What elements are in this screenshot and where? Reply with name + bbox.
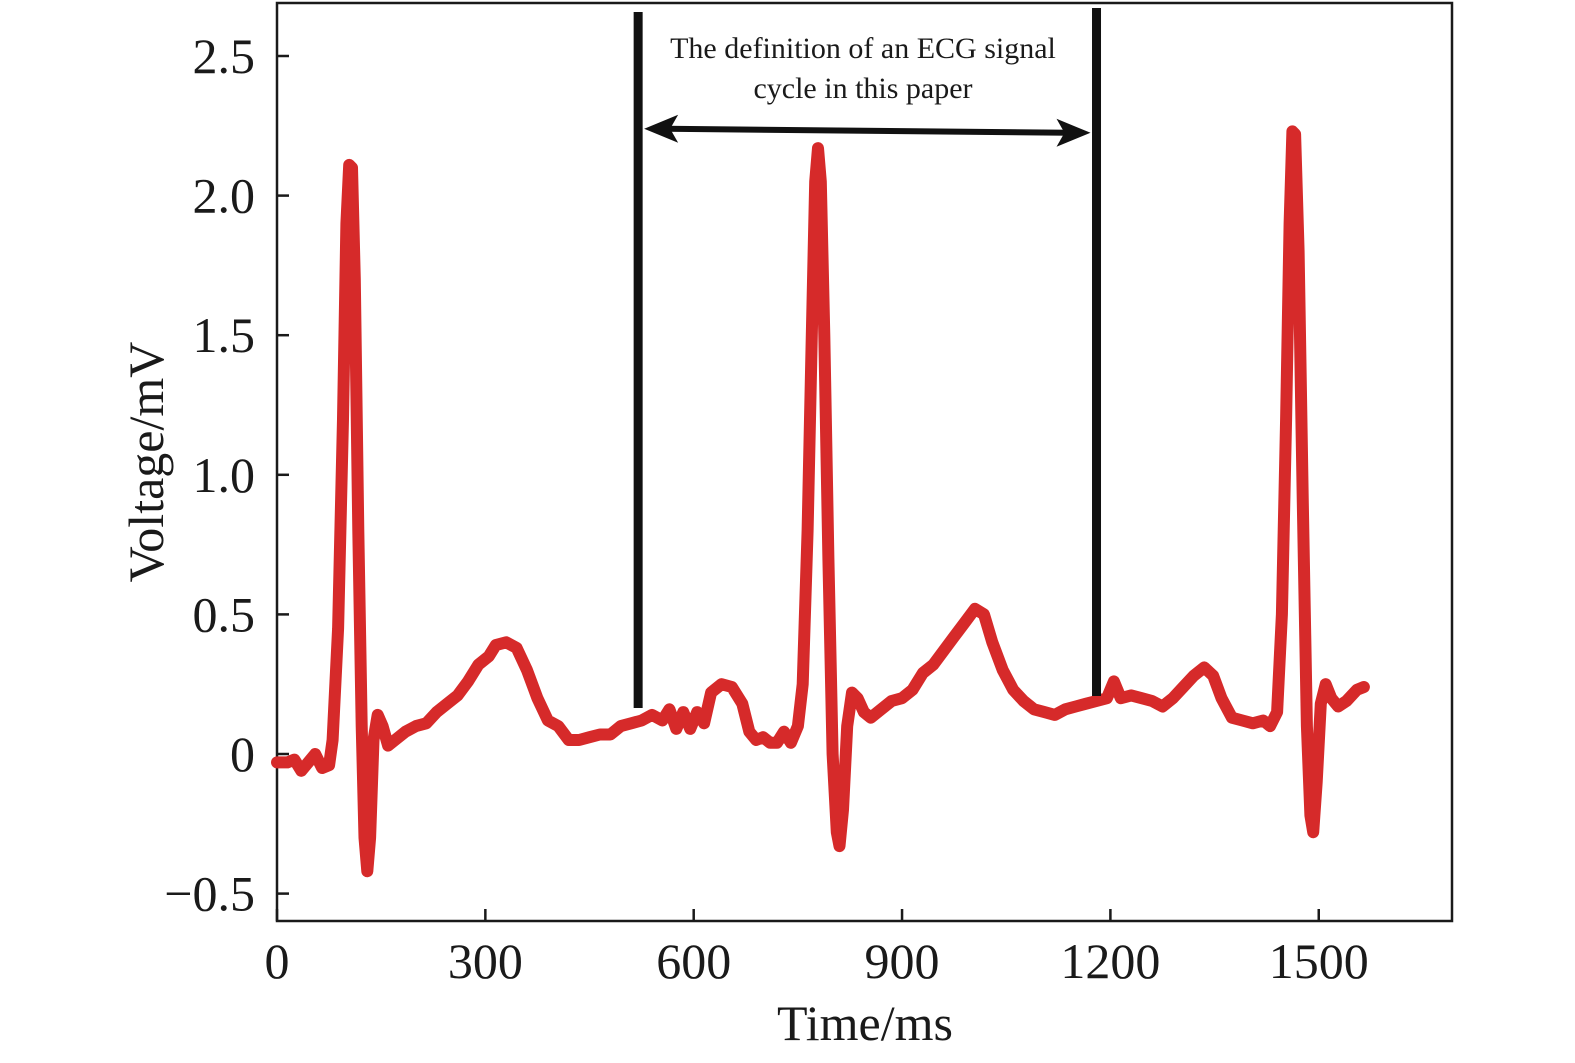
y-ticks: −0.5 0 0.5 1.0 1.5 2.0 2.5 — [164, 28, 289, 922]
x-axis-title: Time/ms — [777, 995, 953, 1051]
x-tick-label: 600 — [656, 933, 731, 989]
y-tick-label: 0.5 — [193, 586, 256, 642]
y-tick-label: 2.5 — [193, 28, 256, 84]
y-tick-label: 1.5 — [193, 307, 256, 363]
x-ticks: 0 300 600 900 1200 1500 — [265, 909, 1369, 989]
y-tick-label: 2.0 — [193, 168, 256, 224]
y-tick-label: 1.0 — [193, 447, 256, 503]
x-tick-label: 0 — [265, 933, 290, 989]
ecg-signal-line — [271, 125, 1370, 878]
series-layer — [271, 125, 1370, 878]
y-tick-label: −0.5 — [164, 866, 255, 922]
y-tick-label: 0 — [230, 726, 255, 782]
x-tick-label: 1500 — [1269, 933, 1369, 989]
annotation-text-line-2: cycle in this paper — [753, 72, 972, 105]
annotation-layer: The definition of an ECG signal cycle in… — [633, 8, 1102, 708]
cycle-arrow-head-left — [644, 114, 679, 143]
cycle-arrow-head-right — [1056, 118, 1091, 147]
y-axis-title: Voltage/mV — [118, 342, 174, 583]
annotation-text-line-1: The definition of an ECG signal — [670, 32, 1056, 65]
x-tick-label: 1200 — [1060, 933, 1160, 989]
x-tick-label: 900 — [865, 933, 940, 989]
cycle-arrow-shaft — [666, 125, 1069, 136]
x-tick-label: 300 — [448, 933, 523, 989]
plot-frame — [275, 1, 1454, 923]
